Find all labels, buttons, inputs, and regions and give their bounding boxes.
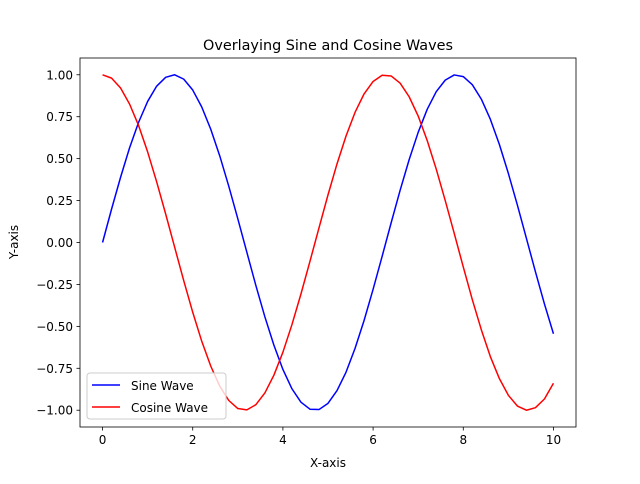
y-tick-label: −0.50: [36, 320, 73, 334]
x-tick-label: 2: [189, 433, 197, 447]
y-tick-label: 0.25: [46, 194, 73, 208]
x-tick-label: 4: [279, 433, 287, 447]
sine-wave-line: [101, 74, 555, 411]
x-tick-label: 0: [99, 433, 107, 447]
x-tick-label: 8: [459, 433, 467, 447]
x-tick-label: 6: [369, 433, 377, 447]
y-tick-label: −0.25: [36, 278, 73, 292]
legend-frame: [86, 372, 227, 420]
y-tick-label: 0.00: [46, 236, 73, 250]
x-axis-label: X-axis: [310, 456, 346, 470]
y-tick-label: −1.00: [36, 404, 73, 418]
legend-sine-label: Sine Wave: [131, 379, 194, 393]
y-tick-label: 0.75: [46, 110, 73, 124]
y-tick-label: 1.00: [46, 68, 73, 82]
plot-area-frame: [79, 57, 577, 428]
legend-cosine-label: Cosine Wave: [131, 401, 208, 415]
y-tick-label: −0.75: [36, 362, 73, 376]
y-tick-label: 0.50: [46, 152, 73, 166]
legend: Sine Wave Cosine Wave: [86, 372, 227, 420]
x-tick-label: 10: [546, 433, 561, 447]
y-axis-label: Y-axis: [7, 225, 21, 260]
chart-title: Overlaying Sine and Cosine Waves: [203, 38, 453, 54]
cosine-wave-line: [102, 74, 555, 411]
